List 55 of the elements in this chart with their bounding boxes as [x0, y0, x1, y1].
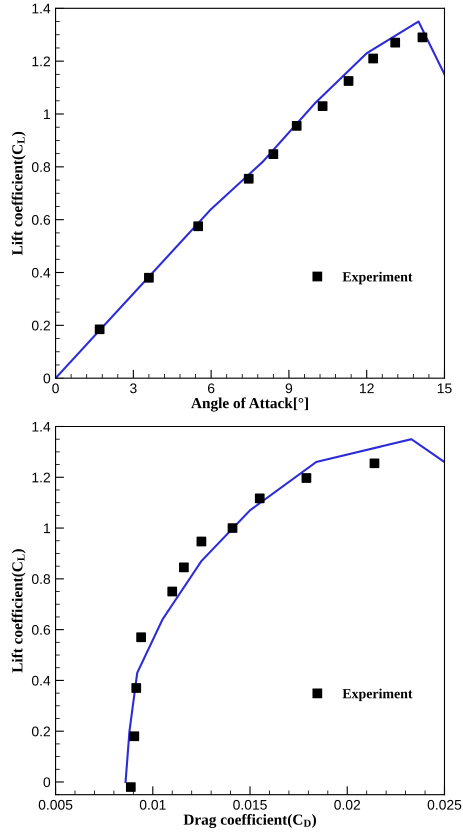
y-axis-title: Lift coefficient(C$_{L}$) — [12, 549, 26, 673]
point — [302, 473, 312, 483]
point — [292, 121, 302, 131]
point — [144, 272, 154, 283]
point — [368, 54, 378, 64]
x-tick-label: 0 — [52, 383, 59, 394]
x-axis-title: Angle of Attack[°] — [191, 397, 308, 412]
y-tick-label: 1.2 — [32, 472, 50, 482]
x-tick-label: 12 — [360, 383, 374, 394]
y-tick-label: 0.6 — [32, 624, 50, 635]
y-tick-label: 1 — [44, 524, 50, 534]
x-tick-label: 0.015 — [233, 800, 267, 810]
point — [318, 101, 328, 111]
point — [390, 38, 400, 48]
y-tick-label: 0.4 — [32, 268, 50, 278]
y-tick-label: 0 — [44, 777, 50, 788]
y-tick-label: 0.8 — [32, 574, 50, 584]
point — [136, 632, 146, 642]
y-tick-label: 0.6 — [32, 215, 50, 225]
y-tick-label: 0.2 — [32, 320, 50, 331]
x-tick-label: 15 — [438, 384, 452, 394]
point — [228, 523, 238, 533]
point — [196, 536, 206, 546]
y-tick-label: 1.4 — [32, 4, 50, 14]
y-axis-title: Lift coefficient(C$_{L}$) — [12, 132, 26, 256]
point — [254, 493, 265, 504]
point — [131, 683, 142, 693]
point — [129, 731, 140, 742]
x-tick-label: 9 — [286, 383, 292, 394]
x-tick-label: 0.005 — [38, 800, 72, 810]
legend-label: Experiment — [342, 688, 412, 702]
point — [94, 324, 104, 334]
x-axis-title: Drag coefficient(C$_{D}$) — [184, 814, 316, 828]
point — [126, 782, 136, 792]
y-tick-label: 0.2 — [32, 726, 50, 736]
point — [167, 586, 178, 596]
x-tick-label: 0.01 — [140, 800, 166, 810]
y-tick-label: 0.8 — [32, 162, 50, 172]
point — [268, 149, 278, 160]
x-tick-label: 3 — [130, 383, 137, 394]
point — [344, 76, 354, 86]
point — [418, 32, 428, 42]
y-tick-label: 1.2 — [32, 56, 50, 66]
y-tick-label: 1.4 — [32, 422, 50, 432]
point — [179, 562, 189, 572]
x-tick-label: 6 — [208, 383, 214, 394]
y-tick-label: 0.4 — [32, 676, 50, 686]
point — [193, 221, 204, 232]
point — [370, 458, 380, 468]
legend-label: Experiment — [342, 272, 412, 284]
y-tick-label: 1 — [44, 109, 50, 120]
x-tick-label: 0.02 — [334, 800, 360, 810]
y-tick-label: 0 — [44, 374, 50, 384]
point — [244, 174, 254, 184]
x-tick-label: 0.025 — [428, 800, 462, 810]
